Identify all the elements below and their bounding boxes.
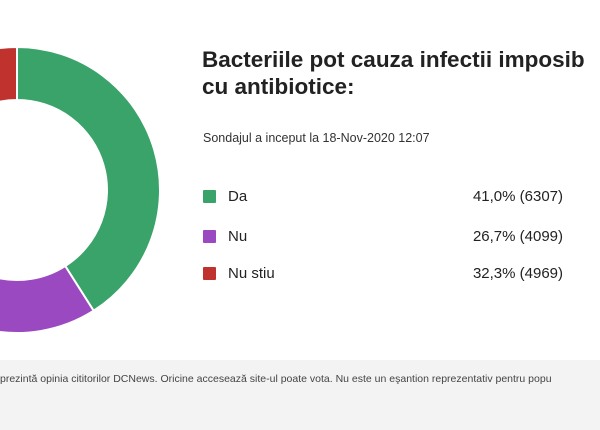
donut-slice-nu xyxy=(0,264,96,334)
legend-swatch-nu-stiu xyxy=(203,267,216,280)
disclaimer-footnote: prezintă opinia cititorilor DCNews. Oric… xyxy=(0,373,552,385)
legend-label-da: Da xyxy=(228,188,248,205)
legend-swatch-nu xyxy=(203,230,216,243)
chart-title-line-1: Bacteriile pot cauza infectii imposib xyxy=(202,47,585,72)
legend-value-da: 41,0% (6307) xyxy=(472,188,563,205)
poll-start-date: Sondajul a inceput la 18-Nov-2020 12:07 xyxy=(203,131,430,145)
donut-chart xyxy=(0,45,161,334)
legend-item-nu: Nu 26,7% (4099) xyxy=(203,227,563,247)
legend-item-da: Da 41,0% (6307) xyxy=(203,187,563,207)
legend-item-nu-stiu: Nu stiu 32,3% (4969) xyxy=(203,264,563,284)
legend-swatch-da xyxy=(203,190,216,203)
donut-slice-da xyxy=(16,45,161,313)
donut-slice-nu-stiu xyxy=(0,45,18,103)
chart-title-line-2: cu antibiotice: xyxy=(202,74,355,99)
footer-bar xyxy=(0,360,600,430)
legend-value-nu-stiu: 32,3% (4969) xyxy=(472,265,563,282)
legend-value-nu: 26,7% (4099) xyxy=(472,228,563,245)
chart-title: Bacteriile pot cauza infectii imposib cu… xyxy=(202,46,600,100)
legend-label-nu: Nu xyxy=(228,228,248,245)
legend-label-nu-stiu: Nu stiu xyxy=(228,265,275,282)
